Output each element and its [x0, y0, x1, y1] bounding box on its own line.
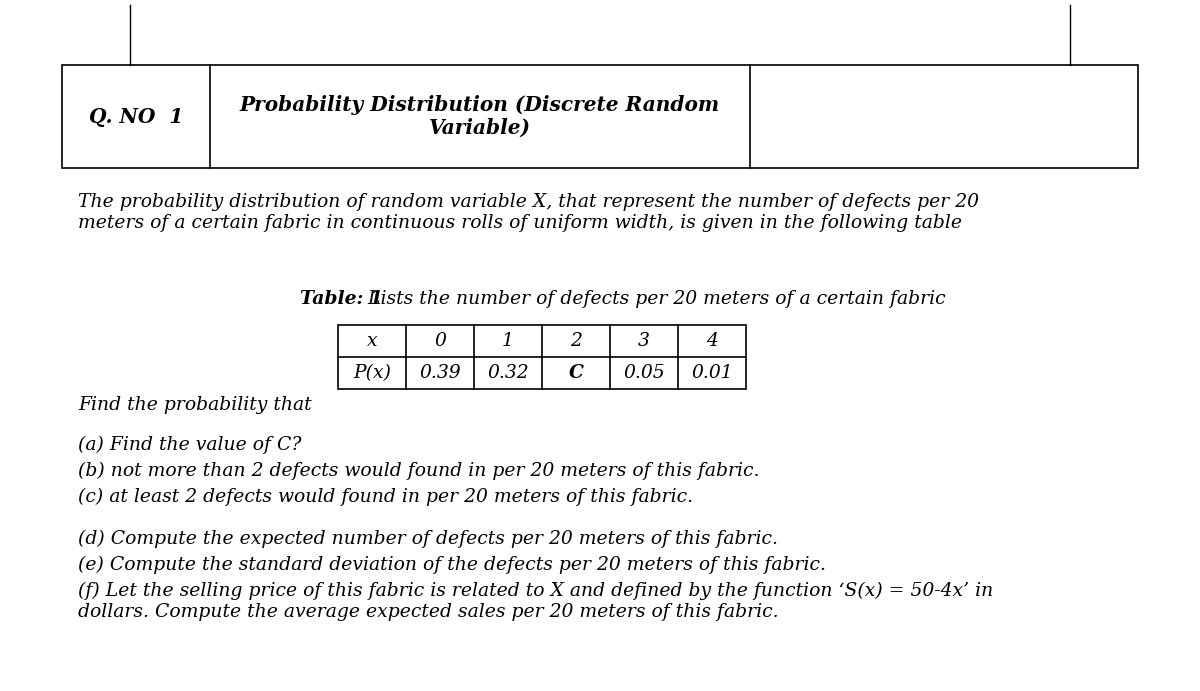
- Text: C: C: [569, 364, 583, 382]
- Text: 1: 1: [502, 332, 514, 350]
- Text: Find the probability that: Find the probability that: [78, 396, 312, 414]
- Text: Q. NO  1: Q. NO 1: [89, 106, 184, 126]
- Text: (f) Let the selling price of this fabric is related to X and defined by the func: (f) Let the selling price of this fabric…: [78, 582, 994, 621]
- Text: (c) at least 2 defects would found in per 20 meters of this fabric.: (c) at least 2 defects would found in pe…: [78, 488, 694, 507]
- Bar: [338, 325, 746, 389]
- Text: 0: 0: [434, 332, 446, 350]
- Text: (d) Compute the expected number of defects per 20 meters of this fabric.: (d) Compute the expected number of defec…: [78, 530, 778, 548]
- Text: x: x: [367, 332, 377, 350]
- Text: (b) not more than 2 defects would found in per 20 meters of this fabric.: (b) not more than 2 defects would found …: [78, 462, 760, 480]
- Text: 2: 2: [570, 332, 582, 350]
- Text: 4: 4: [706, 332, 718, 350]
- Text: 3: 3: [638, 332, 650, 350]
- Text: The probability distribution of random variable X, that represent the number of : The probability distribution of random v…: [78, 193, 979, 231]
- Text: 0.05: 0.05: [623, 364, 665, 382]
- Text: (e) Compute the standard deviation of the defects per 20 meters of this fabric.: (e) Compute the standard deviation of th…: [78, 556, 826, 574]
- Bar: [62, 65, 1138, 168]
- Text: Lists the number of defects per 20 meters of a certain fabric: Lists the number of defects per 20 meter…: [362, 290, 946, 308]
- Text: 0.32: 0.32: [487, 364, 529, 382]
- Text: 0.39: 0.39: [419, 364, 461, 382]
- Text: Table: 1: Table: 1: [300, 290, 383, 308]
- Text: P(x): P(x): [353, 364, 391, 382]
- Text: Probability Distribution (Discrete Random
Variable): Probability Distribution (Discrete Rando…: [240, 95, 720, 138]
- Text: 0.01: 0.01: [691, 364, 733, 382]
- Text: (a) Find the value of C?: (a) Find the value of C?: [78, 436, 301, 454]
